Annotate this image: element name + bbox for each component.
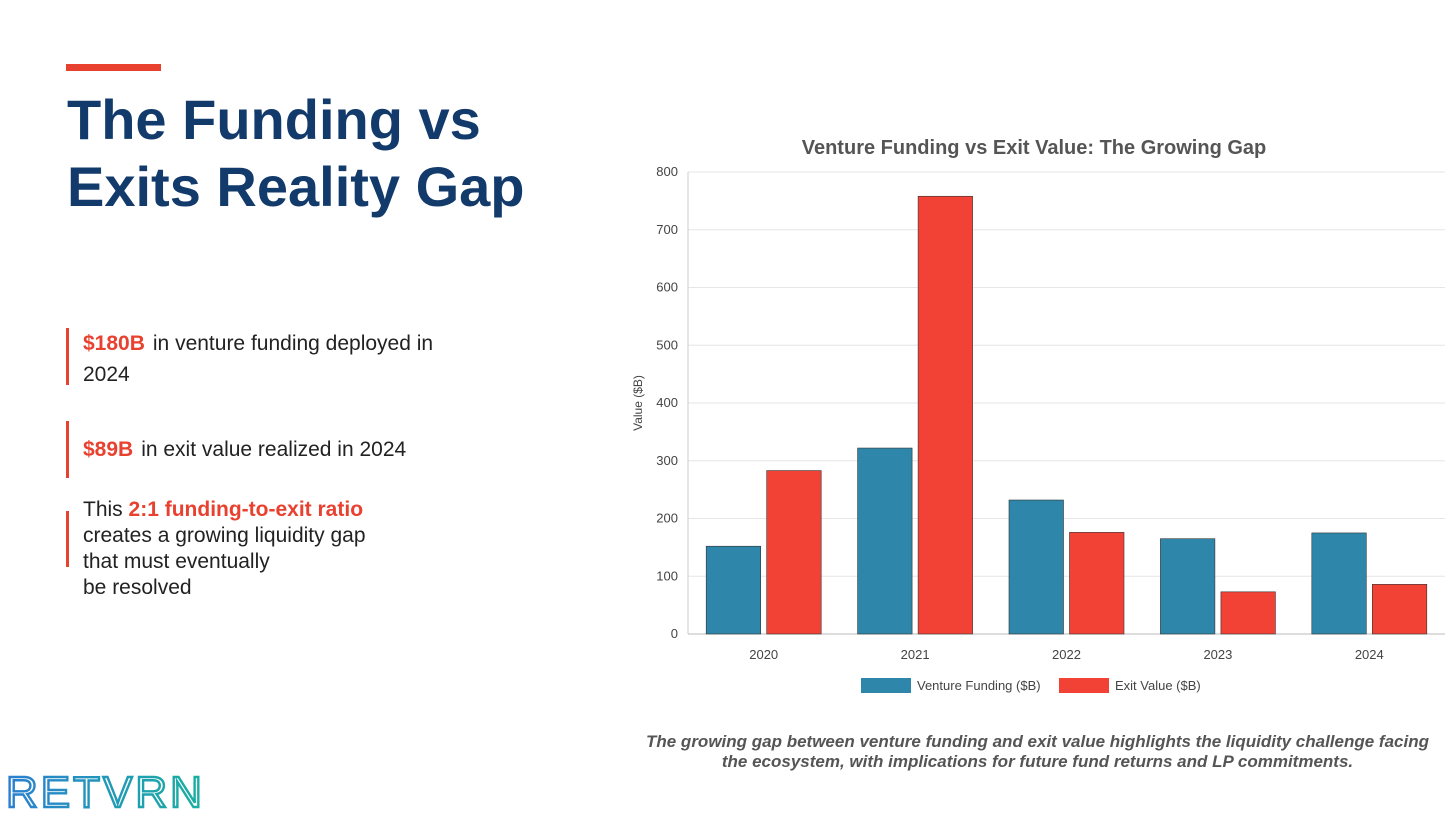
stat-funding: $180B in venture funding deployed in 2024 <box>66 328 463 386</box>
x-tick-label: 2021 <box>901 647 930 662</box>
x-tick-label: 2024 <box>1355 647 1384 662</box>
caption-line-2: the ecosystem, with implications for fut… <box>721 752 1354 771</box>
bar-venture-funding-2021 <box>857 447 913 635</box>
bar-venture-funding-2020 <box>705 545 761 635</box>
bar-exit-value-2021 <box>917 195 973 635</box>
x-tick-labels: 2020 2021 2022 2023 2024 <box>749 647 1384 662</box>
logo-text: RETVRN <box>6 770 205 812</box>
x-tick-label: 2022 <box>1052 647 1081 662</box>
stat-ratio-line2: creates a growing liquidity gap <box>83 524 366 547</box>
chart-title: Venture Funding vs Exit Value: The Growi… <box>802 137 1267 159</box>
stat-ratio-line4: be resolved <box>83 576 192 599</box>
retvrn-logo: RETVRN <box>5 770 205 812</box>
y-tick-label: 0 <box>671 626 678 641</box>
y-tick-labels: 0 100 200 300 400 500 600 700 800 <box>656 164 678 641</box>
chart-caption: The growing gap between venture funding … <box>625 732 1450 772</box>
y-axis-label: Value ($B) <box>631 375 645 431</box>
bar-exit-value-2022 <box>1069 532 1125 635</box>
stat-funding-value: $180B <box>83 332 145 355</box>
stat-ratio-prefix: This <box>83 498 123 521</box>
bar-exit-value-2024 <box>1372 584 1428 635</box>
stat-ratio-line3: that must eventually <box>83 550 270 573</box>
stat-ratio: This 2:1 funding-to-exit ratio creates a… <box>66 498 413 599</box>
chart-legend: Venture Funding ($B) Exit Value ($B) <box>861 678 1201 693</box>
bar-exit-value-2023 <box>1220 591 1276 635</box>
y-tick-label: 400 <box>656 395 678 410</box>
x-tick-label: 2020 <box>749 647 778 662</box>
y-tick-label: 700 <box>656 222 678 237</box>
stat-ratio-value: 2:1 funding-to-exit ratio <box>128 498 364 521</box>
stat-funding-text: in venture funding deployed in 2024 <box>83 332 434 386</box>
y-tick-label: 300 <box>656 453 678 468</box>
legend-label: Exit Value ($B) <box>1115 678 1201 693</box>
bar-venture-funding-2023 <box>1160 538 1216 635</box>
y-tick-label: 500 <box>656 337 678 352</box>
page-title: The Funding vs Exits Reality Gap <box>67 88 525 218</box>
y-tick-label: 200 <box>656 511 678 526</box>
bar-venture-funding-2022 <box>1008 499 1064 635</box>
bar-venture-funding-2024 <box>1311 532 1367 635</box>
bar-exit-value-2020 <box>766 470 822 635</box>
legend-swatch <box>861 678 911 693</box>
x-tick-label: 2023 <box>1203 647 1232 662</box>
bars <box>705 195 1428 635</box>
caption-line-1: The growing gap between venture funding … <box>645 732 1429 751</box>
y-tick-label: 100 <box>656 568 678 583</box>
accent-bar <box>66 64 161 71</box>
legend-label: Venture Funding ($B) <box>917 678 1041 693</box>
y-tick-label: 600 <box>656 280 678 295</box>
stat-exits-text: in exit value realized in 2024 <box>141 438 407 461</box>
stat-exits-value: $89B <box>83 438 134 461</box>
legend-swatch <box>1059 678 1109 693</box>
y-tick-label: 800 <box>656 164 678 179</box>
stat-exits: $89B in exit value realized in 2024 <box>66 421 463 478</box>
